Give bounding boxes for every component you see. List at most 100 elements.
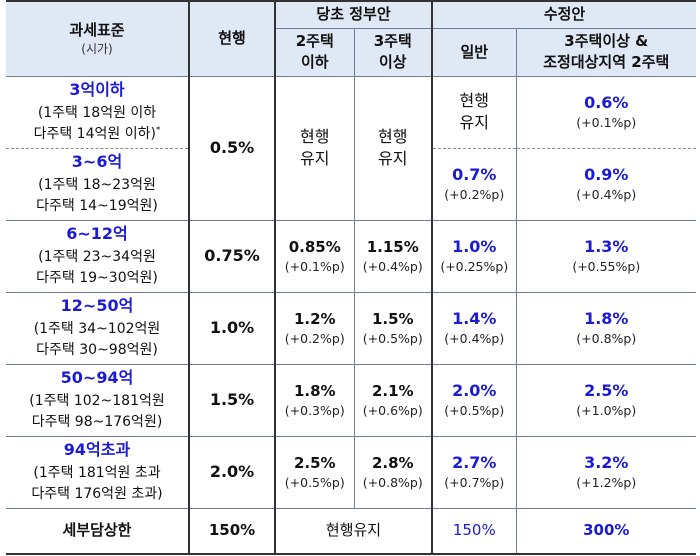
tax-burden-ceiling-row: 세부담상한 150% 현행유지 150% 300% bbox=[6, 507, 697, 554]
revised-general-change: (+0.2%p) bbox=[444, 187, 505, 203]
tax-base-range: 3~6억 bbox=[71, 151, 123, 171]
tax-base-cell: 50~94억 (1주택 102~181억원 다주택 98~176억원) bbox=[6, 363, 189, 436]
original-three-or-more-change: (+0.6%p) bbox=[362, 402, 423, 418]
ceiling-three-plus: 300% bbox=[515, 507, 697, 554]
original-two-or-less-change: (+0.2%p) bbox=[284, 330, 345, 346]
revised-general-rate: 2.7% bbox=[452, 453, 497, 473]
revised-three-plus-change: (+0.55%p) bbox=[572, 259, 641, 275]
tax-base-detail-2: 다주택 14억원 이하) bbox=[33, 126, 156, 143]
revised-three-plus-rate: 2.5% bbox=[584, 381, 629, 401]
tax-base-detail-1: (1주택 23~34억원 bbox=[38, 248, 156, 265]
table-row: 12~50억 (1주택 34~102억원 다주택 30~98억원) 1.0% 1… bbox=[6, 291, 697, 364]
original-three-or-more-change: (+0.8%p) bbox=[362, 474, 423, 490]
tax-base-range: 12~50억 bbox=[60, 295, 134, 315]
tax-base-detail-2: 다주택 176억원 초과) bbox=[31, 486, 163, 503]
original-two-or-less: 현행 유지 bbox=[274, 76, 354, 220]
revised-three-plus: 0.9% (+0.4%p) bbox=[515, 147, 697, 220]
tax-base-range: 94억초과 bbox=[63, 439, 131, 459]
revised-general: 2.7% (+0.7%p) bbox=[431, 435, 517, 508]
revised-three-plus-rate: 0.6% bbox=[584, 93, 629, 113]
tax-base-detail-1: (1주택 18억원 이하 bbox=[37, 104, 157, 121]
header-row-1: 과세표준 (시가) 현행 당초 정부안 수정안 bbox=[6, 1, 697, 77]
revised-three-plus-change: (+0.8%p) bbox=[576, 331, 637, 347]
ceiling-label: 세부담상한 bbox=[6, 507, 189, 554]
original-two-or-less-rate: 1.2% bbox=[293, 309, 336, 328]
current-rate: 2.0% bbox=[188, 435, 275, 508]
original-two-or-less-rate: 2.5% bbox=[293, 453, 336, 472]
revised-three-plus-change: (+1.0%p) bbox=[576, 403, 637, 419]
revised-general: 1.4% (+0.4%p) bbox=[431, 291, 517, 364]
revised-general-rate: 0.7% bbox=[452, 165, 497, 185]
original-three-or-more-change: (+0.4%p) bbox=[362, 258, 423, 274]
tax-base-cell: 94억초과 (1주택 181억원 초과 다주택 176억원 초과) bbox=[6, 435, 189, 508]
ceiling-current: 150% bbox=[188, 507, 275, 554]
header-two-or-less: 2주택 이하 bbox=[274, 28, 354, 77]
original-two-or-less: 0.85% (+0.1%p) bbox=[274, 219, 354, 292]
original-three-or-more: 2.8% (+0.8%p) bbox=[353, 435, 433, 508]
original-three-or-more-change: (+0.5%p) bbox=[362, 330, 423, 346]
tax-base-detail-2: 다주택 98~176억원) bbox=[31, 414, 163, 431]
current-rate: 1.5% bbox=[188, 363, 275, 436]
tax-base-cell: 3~6억 (1주택 18~23억원 다주택 14~19억원) bbox=[6, 147, 189, 220]
revised-general-rate: 2.0% bbox=[452, 381, 497, 401]
original-three-or-more: 현행 유지 bbox=[353, 76, 433, 220]
header-tax-base-sub: (시가) bbox=[81, 41, 113, 56]
tax-base-detail-1: (1주택 18~23억원 bbox=[38, 176, 156, 193]
original-two-or-less-change: (+0.3%p) bbox=[284, 402, 345, 418]
revised-general: 1.0% (+0.25%p) bbox=[431, 219, 517, 292]
header-three-or-more: 3주택 이상 bbox=[353, 28, 433, 77]
revised-three-plus-rate: 1.8% bbox=[584, 309, 629, 329]
tax-base-detail-2: 다주택 30~98억원) bbox=[36, 342, 158, 359]
header-tax-base: 과세표준 (시가) bbox=[6, 1, 189, 77]
header-current: 현행 bbox=[188, 1, 275, 77]
header-revised-plan: 수정안 bbox=[431, 1, 697, 29]
revised-general-change: (+0.25%p) bbox=[440, 259, 509, 275]
current-rate: 0.75% bbox=[188, 219, 275, 292]
tax-base-cell: 3억이하 (1주택 18억원 이하 다주택 14억원 이하)* bbox=[6, 76, 189, 148]
original-two-or-less: 1.2% (+0.2%p) bbox=[274, 291, 354, 364]
original-two-or-less-rate: 0.85% bbox=[288, 237, 341, 256]
comprehensive-real-estate-tax-table: 과세표준 (시가) 현행 당초 정부안 수정안 2주택 이하 3주택 이상 일반… bbox=[6, 0, 697, 555]
revised-three-plus: 0.6% (+0.1%p) bbox=[515, 76, 697, 148]
original-three-or-more: 1.15% (+0.4%p) bbox=[353, 219, 433, 292]
ceiling-original: 현행유지 bbox=[273, 507, 433, 554]
original-three-or-more-rate: 1.5% bbox=[371, 309, 414, 328]
original-two-or-less: 2.5% (+0.5%p) bbox=[274, 435, 354, 508]
ceiling-general: 150% bbox=[431, 507, 517, 554]
table-row: 3억이하 (1주택 18억원 이하 다주택 14억원 이하)* 0.5% 현행 … bbox=[6, 76, 697, 220]
revised-three-plus: 1.3% (+0.55%p) bbox=[515, 219, 697, 292]
original-three-or-more: 2.1% (+0.6%p) bbox=[353, 363, 433, 436]
revised-three-plus: 3.2% (+1.2%p) bbox=[515, 435, 697, 508]
revised-general-rate: 1.4% bbox=[452, 309, 497, 329]
table-row: 3~6억 (1주택 18~23억원 다주택 14~19억원) 0.7% (+0.… bbox=[6, 147, 697, 220]
revised-three-plus-rate: 3.2% bbox=[584, 453, 629, 473]
table-row: 6~12억 (1주택 23~34억원 다주택 19~30억원) 0.75% 0.… bbox=[6, 219, 697, 292]
original-three-or-more: 1.5% (+0.5%p) bbox=[353, 291, 433, 364]
tax-base-detail-1: (1주택 181억원 초과 bbox=[33, 464, 161, 481]
tax-base-cell: 6~12억 (1주택 23~34억원 다주택 19~30억원) bbox=[6, 219, 189, 292]
revised-general: 2.0% (+0.5%p) bbox=[431, 363, 517, 436]
header-row-2: 2주택 이하 3주택 이상 일반 3주택이상 & 조정대상지역 2주택 bbox=[6, 28, 697, 77]
footnote-mark: * bbox=[155, 125, 161, 136]
revised-general: 0.7% (+0.2%p) bbox=[431, 147, 517, 220]
revised-general: 현행 유지 bbox=[431, 76, 517, 148]
original-two-or-less: 1.8% (+0.3%p) bbox=[274, 363, 354, 436]
tax-base-detail-2: 다주택 14~19억원) bbox=[36, 198, 158, 215]
tax-base-range: 50~94억 bbox=[60, 367, 134, 387]
revised-three-plus-change: (+0.4%p) bbox=[576, 187, 637, 203]
tax-base-detail-2: 다주택 19~30억원) bbox=[36, 270, 158, 287]
tax-base-range: 3억이하 bbox=[69, 79, 125, 99]
revised-general-rate: 1.0% bbox=[452, 237, 497, 257]
table-row: 94억초과 (1주택 181억원 초과 다주택 176억원 초과) 2.0% 2… bbox=[6, 435, 697, 508]
tax-base-detail-1: (1주택 34~102억원 bbox=[33, 320, 161, 337]
original-three-or-more-rate: 1.15% bbox=[366, 237, 419, 256]
tax-base-range: 6~12억 bbox=[66, 223, 128, 243]
header-general: 일반 bbox=[431, 28, 517, 77]
revised-general-change: (+0.4%p) bbox=[444, 331, 505, 347]
revised-general-change: (+0.5%p) bbox=[444, 403, 505, 419]
header-original-plan: 당초 정부안 bbox=[273, 1, 433, 29]
original-two-or-less-change: (+0.1%p) bbox=[284, 258, 345, 274]
header-three-plus-adjusted: 3주택이상 & 조정대상지역 2주택 bbox=[515, 28, 697, 77]
original-two-or-less-change: (+0.5%p) bbox=[284, 474, 345, 490]
revised-three-plus: 2.5% (+1.0%p) bbox=[515, 363, 697, 436]
